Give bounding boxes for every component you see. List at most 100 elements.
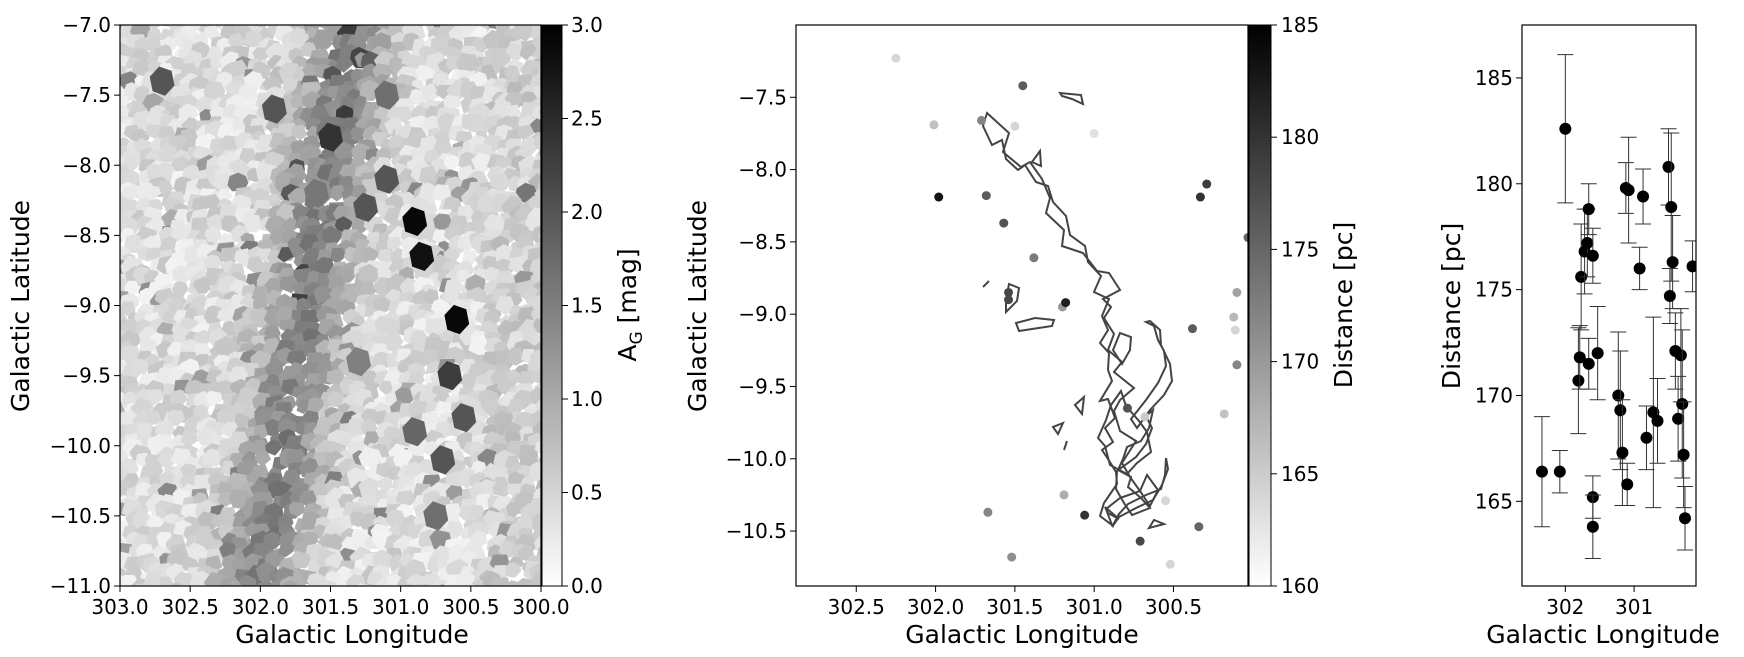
- distance-marker: [1637, 190, 1650, 203]
- extinction-cell: [319, 2, 337, 19]
- extinction-feature: [437, 361, 463, 391]
- extinction-cell: [490, 577, 511, 586]
- extinction-cell: [464, 25, 472, 26]
- distance-errorbar-points: [1533, 54, 1696, 559]
- distance-marker: [1676, 397, 1689, 410]
- extinction-cell: [203, 572, 228, 586]
- extinction-cell: [145, 409, 161, 425]
- extinction-cell: [202, 448, 223, 467]
- distance-marker: [1640, 431, 1653, 444]
- extinction-cell: [432, 579, 448, 586]
- extinction-cell: [322, 0, 344, 21]
- extinction-feature: [353, 192, 378, 222]
- extinction-cell: [242, 214, 263, 233]
- distance-point: [1649, 378, 1666, 464]
- extinction-cell: [120, 551, 133, 571]
- distance-marker: [1616, 446, 1629, 459]
- extinction-cell: [203, 81, 226, 101]
- distance-point: [1619, 462, 1636, 507]
- extinction-cell: [141, 459, 164, 480]
- extinction-cell: [178, 103, 199, 123]
- extinction-cell: [120, 486, 121, 490]
- extinction-cell: [505, 43, 526, 61]
- distance-marker: [1674, 349, 1687, 362]
- distance-point: [1533, 416, 1550, 528]
- extinction-feature: [409, 241, 435, 271]
- extinction-feature: [318, 122, 343, 152]
- extinction-cell: [219, 542, 238, 559]
- extinction-cell: [317, 579, 337, 586]
- extinction-cell: [169, 389, 188, 408]
- extinction-cell: [345, 573, 366, 586]
- extinction-cell: [421, 83, 440, 103]
- extinction-feature: [374, 80, 400, 110]
- extinction-cell: [231, 0, 250, 17]
- extinction-feature: [451, 403, 477, 433]
- extinction-cell: [213, 336, 237, 357]
- x-tick-label: 301.5: [986, 595, 1043, 619]
- star-point: [1080, 510, 1090, 520]
- distance-position-panel: 302.5 302.0 301.5 301.0 300.5 −7.5 −8.0 −8.5 −9.…: [683, 13, 1358, 649]
- star-point: [1004, 295, 1014, 305]
- distance-marker: [1586, 520, 1599, 533]
- extinction-cell: [362, 246, 378, 262]
- extinction-colorbar-label: AG [mag]: [613, 248, 647, 361]
- x-tick-label: 302.0: [232, 595, 289, 619]
- extinction-cell: [443, 225, 463, 243]
- y-tick-label: −9.0: [738, 302, 787, 326]
- distance-marker: [1678, 512, 1691, 525]
- extinction-cell: [505, 562, 522, 578]
- y-tick-label: −11.0: [50, 574, 111, 598]
- y-tick-label: −8.0: [62, 153, 111, 177]
- extinction-cell: [422, 288, 439, 305]
- extinction-cell: [173, 572, 195, 586]
- star-point: [1018, 81, 1028, 91]
- extinction-cell: [399, 582, 415, 586]
- extinction-cell: [482, 6, 498, 21]
- extinction-cell: [254, 451, 272, 467]
- extinction-cell: [167, 409, 186, 427]
- extinction-cell: [326, 390, 346, 408]
- distance-point: [1631, 246, 1648, 291]
- extinction-cell: [264, 418, 282, 437]
- extinction-cell: [312, 31, 332, 49]
- extinction-cell: [482, 255, 499, 272]
- extinction-cell: [372, 550, 393, 571]
- star-point: [1135, 536, 1145, 546]
- star-point: [1029, 253, 1039, 263]
- extinction-cell: [443, 94, 461, 111]
- x-tick-label: 303.0: [91, 595, 148, 619]
- extinction-cell: [358, 446, 382, 468]
- star-point: [977, 115, 987, 125]
- distance-longitude-ylabel: Distance [pc]: [1437, 223, 1466, 389]
- star-point: [1122, 403, 1132, 413]
- distance-marker: [1677, 448, 1690, 461]
- y-tick-label: 170: [1475, 383, 1513, 407]
- extinction-cell: [419, 0, 439, 19]
- distance-point: [1660, 128, 1677, 206]
- extinction-cell: [248, 307, 272, 328]
- extinction-cell: [199, 10, 217, 25]
- distance-marker: [1614, 404, 1627, 417]
- extinction-cell: [205, 390, 223, 407]
- extinction-cell: [134, 9, 150, 24]
- extinction-feature: [304, 178, 329, 208]
- extinction-cell: [246, 7, 265, 25]
- extinction-cell: [333, 141, 356, 162]
- extinction-feature: [374, 164, 400, 194]
- star-point: [1165, 559, 1175, 569]
- extinction-cell: [100, 108, 118, 125]
- distance-marker: [1612, 389, 1625, 402]
- extinction-cell: [211, 513, 228, 529]
- distance-point: [1589, 306, 1606, 401]
- extinction-map-xlabel: Galactic Longitude: [235, 620, 468, 649]
- extinction-cell: [100, 61, 118, 78]
- extinction-cell: [98, 260, 118, 279]
- extinction-cell: [296, 297, 311, 313]
- extinction-cell: [363, 431, 381, 448]
- x-tick-label: 302: [1546, 595, 1584, 619]
- star-point: [1140, 412, 1150, 422]
- extinction-cell: [489, 49, 511, 69]
- star-point: [934, 192, 944, 202]
- extinction-cell: [101, 410, 118, 427]
